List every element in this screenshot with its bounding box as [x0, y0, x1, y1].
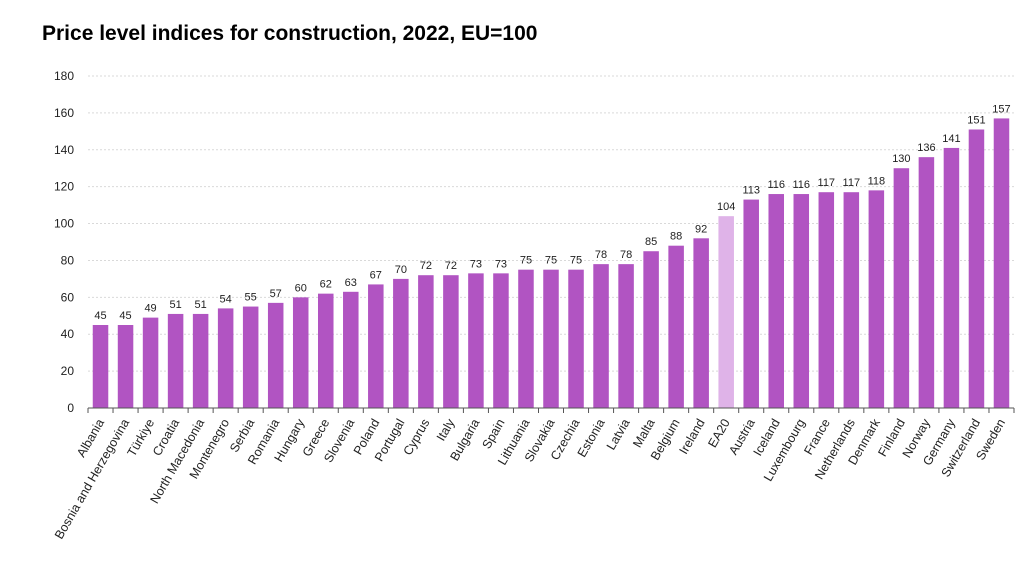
value-label-lithuania: 75: [520, 255, 532, 267]
bar-luxembourg: [793, 194, 810, 408]
value-label-austria: 113: [742, 185, 760, 197]
bar-slovenia: [343, 291, 359, 408]
value-label-montenegro: 54: [220, 293, 232, 305]
bar-montenegro: [217, 308, 234, 408]
bar-lithuania: [518, 269, 534, 408]
bar-hungary: [292, 297, 309, 408]
bar-sweden: [993, 118, 1010, 408]
y-tick-label-60: 60: [61, 290, 75, 304]
bar-netherlands: [843, 192, 860, 408]
bars: [92, 118, 1010, 408]
bar-belgium: [668, 245, 684, 408]
y-tick-label-160: 160: [54, 106, 74, 120]
value-label-iceland: 116: [767, 179, 785, 191]
value-label-hungary: 60: [295, 282, 307, 294]
bar-croatia: [167, 313, 184, 408]
x-axis: [87, 407, 1015, 413]
value-label-switzerland: 151: [967, 114, 985, 126]
value-label-germany: 141: [942, 133, 960, 145]
bar-bulgaria: [468, 273, 484, 408]
value-label-sweden: 157: [992, 103, 1010, 115]
bar-north-macedonia: [192, 313, 209, 408]
value-label-luxembourg: 116: [792, 179, 810, 191]
value-label-estonia: 78: [595, 249, 607, 261]
value-labels: 45 45 49 51 51 54 55 57 60 62 63 67 70 72 72 73 73 75 75 75…: [94, 103, 1010, 322]
bar-finland: [893, 168, 910, 408]
value-label-north-macedonia: 51: [194, 299, 206, 311]
value-label-spain: 73: [495, 258, 507, 270]
value-label-cyprus: 72: [420, 260, 432, 272]
bar-poland: [368, 284, 384, 408]
bar-romania: [267, 302, 284, 408]
value-label-serbia: 55: [245, 292, 257, 304]
value-label-croatia: 51: [169, 299, 181, 311]
y-tick-label-0: 0: [67, 401, 74, 415]
value-label-ea20: 104: [717, 201, 735, 213]
bar-cyprus: [418, 275, 434, 408]
y-tick-label-20: 20: [61, 364, 75, 378]
bar-spain: [493, 273, 509, 408]
y-tick-label-100: 100: [54, 217, 74, 231]
value-label-finland: 130: [892, 153, 910, 165]
value-label-ireland: 92: [695, 223, 707, 235]
y-axis: 0 20 40 60 80 100 120 140 160 180: [54, 69, 74, 415]
y-tick-label-40: 40: [61, 327, 75, 341]
value-label-italy: 72: [445, 260, 457, 272]
value-label-latvia: 78: [620, 249, 632, 261]
y-tick-label-120: 120: [54, 180, 74, 194]
value-label-france: 117: [818, 177, 836, 189]
bar-bosnia-and-herzegovina: [117, 325, 134, 408]
value-label-belgium: 88: [670, 231, 682, 243]
value-label-portugal: 70: [395, 264, 407, 276]
bar-serbia: [242, 306, 259, 408]
bar-greece: [317, 293, 334, 408]
value-label-greece: 62: [320, 279, 332, 291]
value-label-norway: 136: [917, 142, 935, 154]
bar-latvia: [618, 264, 634, 408]
value-label-netherlands: 117: [843, 177, 861, 189]
value-label-slovakia: 75: [545, 255, 557, 267]
bar-estonia: [593, 264, 609, 408]
value-label-bulgaria: 73: [470, 258, 482, 270]
bar-austria: [743, 199, 759, 408]
bar-norway: [918, 157, 935, 408]
value-label-malta: 85: [645, 236, 657, 248]
bar-ea20: [718, 216, 734, 408]
value-label-denmark: 118: [868, 175, 886, 187]
bar-denmark: [868, 190, 885, 408]
category-label-ireland: Ireland: [677, 416, 708, 456]
value-label-turkiye: 49: [144, 303, 156, 315]
bar-portugal: [393, 278, 409, 408]
value-label-albania: 45: [94, 310, 106, 322]
value-label-romania: 57: [270, 288, 282, 300]
bar-switzerland: [968, 129, 985, 408]
bar-iceland: [768, 194, 785, 408]
bar-albania: [92, 325, 109, 408]
value-label-czechia: 75: [570, 255, 582, 267]
bar-italy: [443, 275, 459, 408]
bar-germany: [943, 147, 960, 408]
y-tick-label-80: 80: [61, 253, 75, 267]
bar-slovakia: [543, 269, 559, 408]
bar-malta: [643, 251, 659, 408]
value-label-bosnia-and-herzegovina: 45: [119, 310, 131, 322]
category-label-italy: Italy: [434, 416, 458, 444]
bar-france: [818, 192, 835, 408]
y-tick-label-140: 140: [54, 143, 74, 157]
category-label-latvia: Latvia: [604, 416, 633, 452]
bar-czechia: [568, 269, 584, 408]
value-label-slovenia: 63: [345, 277, 357, 289]
chart-title: Price level indices for construction, 20…: [42, 22, 538, 45]
bar-ireland: [693, 238, 709, 408]
y-tick-label-180: 180: [54, 69, 74, 83]
bar-turkiye: [142, 317, 159, 408]
value-label-poland: 67: [370, 269, 382, 281]
